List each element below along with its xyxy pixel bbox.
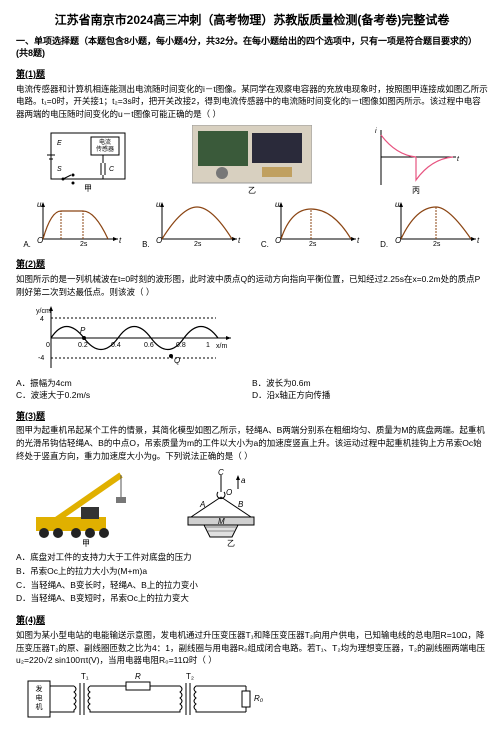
q2-opt-A: A．振幅为4cm [16, 378, 252, 390]
svg-text:t: t [238, 236, 241, 245]
svg-text:0: 0 [46, 342, 50, 349]
q2-body: 如图所示的是一列机械波在t=0时刻的波形图，此时波中质点Q的运动方向指向平衡位置… [16, 273, 488, 299]
svg-text:0.4: 0.4 [111, 342, 121, 349]
q1-A-label: A. [23, 240, 31, 249]
q3-opt-C: C．当轻绳A、B变长时，轻绳A、B上的拉力变小 [16, 580, 488, 592]
svg-text:2s: 2s [194, 241, 202, 247]
svg-text:Q: Q [174, 356, 180, 365]
q1-it-svg: t i 丙 [371, 125, 461, 195]
q1-cap-yi: 乙 [248, 186, 256, 195]
q1-choice-C: C. O t u 2s [261, 199, 362, 251]
svg-text:4: 4 [40, 316, 44, 323]
svg-text:2s: 2s [80, 241, 88, 247]
q3-opt-A: A．底盘对工件的支持力大于工件对底盘的压力 [16, 552, 488, 564]
q2-num: 第(2)题 [16, 258, 488, 271]
svg-text:P: P [80, 326, 86, 335]
svg-text:O: O [156, 236, 162, 245]
svg-text:u: u [156, 200, 161, 209]
q1-body: 电流传感器和计算机相连能测出电流随时间变化的i－t图像。某同学在观察电容器的充放… [16, 83, 488, 121]
section-1-head: 一、单项选择题（本题包含8小题，每小题4分，共32分。在每小题给出的四个选项中，… [16, 35, 488, 60]
svg-text:B: B [238, 500, 244, 509]
svg-text:T₁: T₁ [81, 672, 89, 681]
q3-crane-svg: 甲 [26, 467, 156, 547]
q3-opts: A．底盘对工件的支持力大于工件对底盘的压力 B．吊索Oc上的拉力大小为(M+m)… [16, 551, 488, 607]
q1-choice-A: A. O t u 2s [23, 199, 123, 251]
q1-C-label: C. [261, 240, 269, 249]
svg-text:O: O [37, 236, 43, 245]
svg-text:y/cm: y/cm [36, 308, 51, 315]
svg-text:E: E [57, 140, 62, 147]
svg-text:t: t [357, 236, 360, 245]
svg-text:u: u [37, 200, 42, 209]
svg-text:发: 发 [36, 684, 43, 693]
q1-choice-row: A. O t u 2s B. O t u 2s [16, 199, 488, 251]
sensor-label: 电流 [99, 138, 111, 146]
q3-fig-row: 甲 C a O A B M 乙 [26, 467, 488, 547]
q1-circuit-svg: 电流 传感器 甲 E S C [43, 125, 133, 195]
q2-graph-wrap: y/cm x/m 4 -4 0 0.2 0.4 0.6 0.8 1 P Q [36, 303, 488, 377]
svg-text:R: R [135, 672, 141, 681]
q4-circuit-svg: 发 电 机 T₁ R T₂ R₀ [26, 671, 286, 726]
q2-opt-C: C．波速大于0.2m/s [16, 390, 252, 402]
svg-text:S: S [57, 166, 62, 173]
q1-cap-jia: 甲 [84, 184, 92, 193]
svg-text:t: t [457, 156, 460, 163]
q3-body: 图甲为起重机吊起某个工件的情景，其简化模型如图乙所示，轻绳A、B两端分别系在粗细… [16, 424, 488, 462]
q1-num: 第(1)题 [16, 68, 488, 81]
q4-num: 第(4)题 [16, 614, 488, 627]
svg-text:机: 机 [36, 702, 43, 711]
q2-opts: A．振幅为4cm B．波长为0.6m C．波速大于0.2m/s D．沿x轴正方向… [16, 378, 488, 402]
svg-text:0.2: 0.2 [78, 342, 88, 349]
svg-text:O: O [395, 236, 401, 245]
q3-opt-B: B．吊索Oc上的拉力大小为(M+m)a [16, 566, 488, 578]
q3-schematic-svg: C a O A B M 乙 [176, 467, 286, 547]
q1-cap-bing: 丙 [412, 186, 420, 195]
svg-text:O: O [226, 488, 232, 497]
page-title: 江苏省南京市2024高三冲刺（高考物理）苏教版质量检测(备考卷)完整试卷 [16, 12, 488, 29]
svg-text:1: 1 [206, 342, 210, 349]
svg-text:2s: 2s [309, 241, 317, 247]
svg-text:i: i [375, 128, 377, 135]
svg-text:电: 电 [36, 693, 43, 702]
q1-fig-row-1: 电流 传感器 甲 E S C 乙 t i [16, 125, 488, 195]
q3-num: 第(3)题 [16, 410, 488, 423]
svg-text:t: t [119, 236, 122, 245]
q2-opt-B: B．波长为0.6m [252, 378, 488, 390]
svg-text:R₀: R₀ [254, 694, 264, 703]
q1-choice-B: B. O t u 2s [142, 199, 242, 251]
q3-opt-D: D．当轻绳A、B变短时，吊索Oc上的拉力变大 [16, 593, 488, 605]
q2-opt-D: D．沿x轴正方向传播 [252, 390, 488, 402]
svg-text:甲: 甲 [82, 539, 90, 547]
q4-fig-wrap: 发 电 机 T₁ R T₂ R₀ [26, 671, 488, 730]
svg-text:t: t [477, 236, 480, 245]
q2-graph-svg: y/cm x/m 4 -4 0 0.2 0.4 0.6 0.8 1 P Q [36, 303, 236, 373]
svg-text:O: O [275, 236, 281, 245]
q4-body: 如图为某小型电站的电能输送示意图，发电机通过升压变压器T₁和降压变压器T₂向用户… [16, 629, 488, 667]
svg-text:a: a [241, 476, 246, 485]
svg-text:x/m: x/m [216, 343, 227, 350]
svg-text:-4: -4 [38, 355, 44, 362]
q1-D-label: D. [380, 240, 388, 249]
svg-text:A: A [199, 500, 205, 509]
svg-text:u: u [275, 200, 280, 209]
svg-text:2s: 2s [433, 241, 441, 247]
svg-text:0.6: 0.6 [144, 342, 154, 349]
q1-photo-svg: 乙 [192, 125, 312, 195]
svg-text:T₂: T₂ [186, 672, 194, 681]
sensor-label2: 传感器 [96, 145, 114, 153]
q1-B-label: B. [142, 240, 150, 249]
q1-choice-D: D. O t u 2s [380, 199, 481, 251]
svg-text:u: u [395, 200, 400, 209]
svg-text:乙: 乙 [227, 539, 235, 547]
svg-text:C: C [109, 166, 115, 173]
